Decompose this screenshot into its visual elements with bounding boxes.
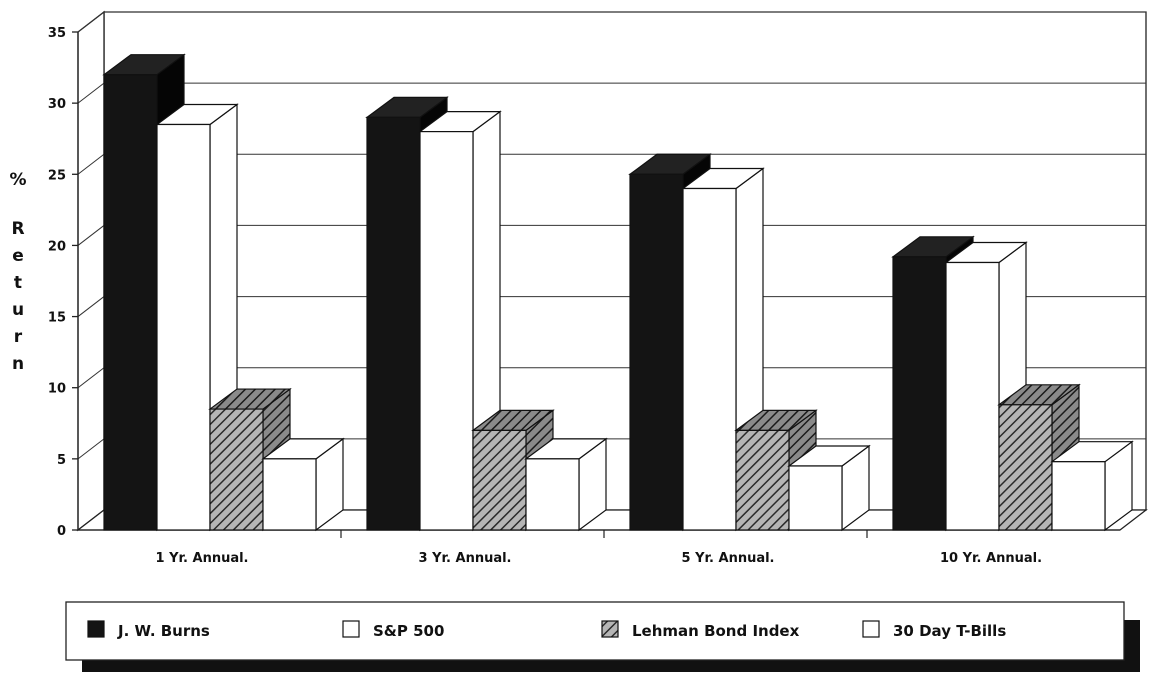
y-tick-label: 20 bbox=[48, 239, 66, 254]
bar-front bbox=[945, 261, 1000, 531]
y-tick-label: 10 bbox=[48, 382, 66, 397]
y-axis-label-char: r bbox=[14, 327, 23, 347]
y-axis-label-char: t bbox=[14, 273, 22, 293]
bar-front bbox=[209, 408, 264, 531]
legend-label: Lehman Bond Index bbox=[632, 622, 800, 640]
left-wall bbox=[77, 10, 105, 532]
bar bbox=[787, 444, 871, 532]
y-tick-label: 5 bbox=[57, 453, 66, 468]
legend-label: S&P 500 bbox=[373, 622, 444, 640]
y-axis-label-char: R bbox=[11, 219, 24, 239]
bar-front bbox=[735, 429, 790, 531]
gridline-side bbox=[77, 367, 105, 389]
legend-box bbox=[65, 601, 1125, 661]
gridline-side bbox=[77, 153, 105, 175]
legend-swatch bbox=[601, 620, 619, 638]
x-category-label: 10 Yr. Annual. bbox=[940, 551, 1042, 566]
legend-label: 30 Day T-Bills bbox=[893, 622, 1006, 640]
bar bbox=[524, 437, 608, 532]
legend: J. W. Burns S&P 500 Lehman Bond Index 30 Da… bbox=[65, 601, 1140, 672]
y-axis-label-char: e bbox=[12, 246, 24, 266]
y-tick-label: 30 bbox=[48, 97, 66, 112]
x-category-label: 5 Yr. Annual. bbox=[682, 551, 775, 566]
bar bbox=[261, 437, 345, 532]
bar-front bbox=[788, 465, 843, 531]
y-tick-label: 25 bbox=[48, 168, 66, 183]
y-tick-label: 15 bbox=[48, 311, 66, 326]
gridline-side bbox=[77, 11, 105, 33]
gridline-side bbox=[77, 438, 105, 460]
bar-front bbox=[629, 173, 684, 531]
y-axis-label-char: % bbox=[9, 170, 26, 190]
legend-item: Lehman Bond Index bbox=[601, 620, 800, 640]
bar bbox=[208, 387, 292, 532]
bar-front bbox=[1051, 461, 1106, 531]
bar-front bbox=[998, 404, 1053, 531]
gridline-side bbox=[77, 296, 105, 317]
legend-swatch bbox=[862, 620, 880, 638]
y-tick-label: 0 bbox=[57, 524, 66, 539]
bar-front bbox=[525, 458, 580, 531]
bar-front bbox=[419, 131, 474, 531]
bars bbox=[102, 53, 1134, 538]
bar-front bbox=[472, 429, 527, 531]
y-axis-label-char: n bbox=[12, 354, 24, 374]
bar-front bbox=[682, 187, 737, 531]
bar-front bbox=[103, 74, 158, 531]
legend-swatch bbox=[87, 620, 105, 638]
bar bbox=[1050, 440, 1134, 532]
x-category-label: 3 Yr. Annual. bbox=[419, 551, 512, 566]
legend-item: J. W. Burns bbox=[87, 620, 210, 640]
legend-item: 30 Day T-Bills bbox=[862, 620, 1006, 640]
gridline-side bbox=[77, 82, 105, 104]
y-tick-label: 35 bbox=[48, 26, 66, 41]
y-axis-label-char: u bbox=[12, 300, 24, 320]
bar-front bbox=[156, 123, 211, 531]
x-category-label: 1 Yr. Annual. bbox=[156, 551, 249, 566]
legend-swatch bbox=[342, 620, 360, 638]
x-axis-categories: 1 Yr. Annual. 3 Yr. Annual. 5 Yr. Annual. 1… bbox=[156, 551, 1043, 566]
bar-front bbox=[892, 256, 947, 531]
legend-label: J. W. Burns bbox=[117, 622, 210, 640]
gridline-side bbox=[77, 225, 105, 246]
y-axis-ticks: 0 5 10 15 20 25 30 35 bbox=[48, 26, 78, 539]
bar-front bbox=[366, 116, 421, 531]
legend-item: S&P 500 bbox=[342, 620, 444, 640]
bar-front bbox=[262, 458, 317, 531]
